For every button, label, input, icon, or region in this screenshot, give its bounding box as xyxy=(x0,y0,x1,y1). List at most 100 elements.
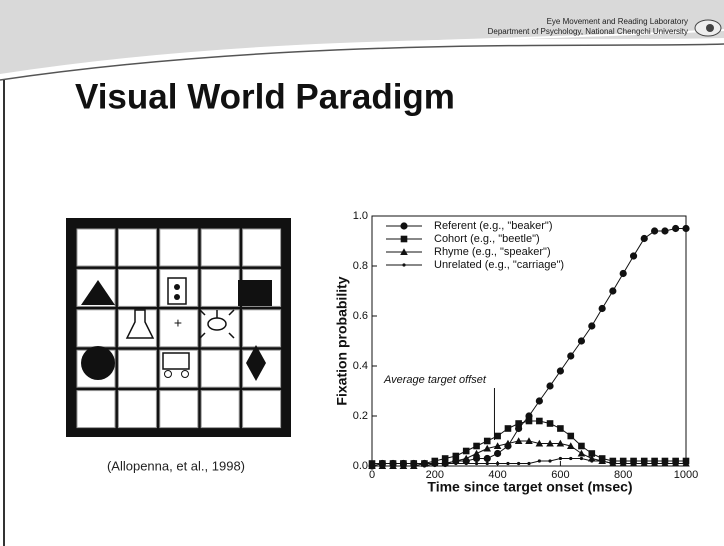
grid-cell xyxy=(118,350,156,387)
grid-cell xyxy=(160,391,198,428)
marker xyxy=(684,462,687,465)
x-tick-label: 0 xyxy=(369,469,375,481)
grid-cell xyxy=(118,269,156,306)
grid-cell xyxy=(243,229,281,266)
marker xyxy=(484,455,491,462)
marker xyxy=(567,433,574,440)
marker xyxy=(484,438,491,445)
x-tick-label: 200 xyxy=(426,469,444,481)
grid-cell xyxy=(160,229,198,266)
grid-cell xyxy=(201,350,239,387)
department: Department of Psychology, National Cheng… xyxy=(488,27,688,36)
grid-cell xyxy=(77,229,115,266)
y-tick-label: 0.8 xyxy=(353,260,368,272)
slide-title: Visual World Paradigm xyxy=(75,77,455,116)
marker xyxy=(381,464,384,467)
legend-marker xyxy=(401,236,408,243)
legend-marker xyxy=(402,263,405,266)
marker xyxy=(412,464,415,467)
marker xyxy=(496,462,499,465)
grid-cell xyxy=(201,391,239,428)
eye-logo xyxy=(695,20,721,36)
grid-cell xyxy=(201,229,239,266)
marker xyxy=(578,337,585,344)
marker xyxy=(526,418,533,425)
marker xyxy=(548,459,551,462)
x-tick-label: 400 xyxy=(488,469,506,481)
marker xyxy=(506,462,509,465)
marker xyxy=(444,462,447,465)
marker xyxy=(402,464,405,467)
marker xyxy=(536,418,543,425)
legend-label: Rhyme (e.g., "speaker") xyxy=(434,246,551,258)
marker xyxy=(505,425,512,432)
marker xyxy=(547,420,554,427)
marker xyxy=(622,462,625,465)
marker xyxy=(569,457,572,460)
marker xyxy=(601,459,604,462)
marker xyxy=(599,305,606,312)
marker xyxy=(611,462,614,465)
x-tick-label: 800 xyxy=(614,469,632,481)
marker xyxy=(517,462,520,465)
y-tick-label: 0.6 xyxy=(353,310,368,322)
marker xyxy=(536,397,543,404)
y-tick-label: 1.0 xyxy=(353,210,368,222)
marker xyxy=(391,464,394,467)
figure-caption: (Allopenna, et al., 1998) xyxy=(107,458,245,473)
marker xyxy=(674,462,677,465)
svg-text:+: + xyxy=(174,315,182,331)
marker xyxy=(527,462,530,465)
legend-label: Unrelated (e.g., "carriage") xyxy=(434,259,564,271)
marker xyxy=(609,287,616,294)
marker xyxy=(682,225,689,232)
marker xyxy=(580,457,583,460)
marker xyxy=(370,464,373,467)
grid-cell xyxy=(201,269,239,306)
y-axis-label: Fixation probability xyxy=(334,276,350,405)
marker xyxy=(651,227,658,234)
grid-cell xyxy=(118,391,156,428)
legend-marker xyxy=(400,222,407,229)
marker xyxy=(559,457,562,460)
marker xyxy=(423,464,426,467)
grid-cell xyxy=(77,310,115,347)
legend-label: Cohort (e.g., "beetle") xyxy=(434,233,540,245)
marker xyxy=(475,462,478,465)
marker xyxy=(473,443,480,450)
marker xyxy=(661,227,668,234)
marker xyxy=(672,225,679,232)
marker xyxy=(590,459,593,462)
marker xyxy=(486,462,489,465)
grid-cell xyxy=(243,310,281,347)
marker xyxy=(463,448,470,455)
marker xyxy=(546,382,553,389)
y-tick-label: 0.4 xyxy=(353,360,368,372)
marker xyxy=(494,433,501,440)
marker xyxy=(578,443,585,450)
marker xyxy=(632,462,635,465)
grid-cell xyxy=(118,229,156,266)
marker xyxy=(588,322,595,329)
grid-cell xyxy=(243,391,281,428)
annotation: Average target offset xyxy=(383,374,487,386)
x-tick-label: 600 xyxy=(551,469,569,481)
marker xyxy=(557,425,564,432)
slide: Eye Movement and Reading Laboratory Depa… xyxy=(0,0,724,546)
marker xyxy=(433,462,436,465)
y-tick-label: 0.0 xyxy=(353,460,368,472)
x-axis-label: Time since target onset (msec) xyxy=(427,479,632,495)
marker xyxy=(515,420,522,427)
marker xyxy=(494,450,501,457)
marker xyxy=(620,270,627,277)
marker xyxy=(454,462,457,465)
lab-name: Eye Movement and Reading Laboratory xyxy=(547,17,688,26)
marker xyxy=(465,462,468,465)
marker xyxy=(653,462,656,465)
marker xyxy=(557,367,564,374)
legend-label: Referent (e.g., "beaker") xyxy=(434,220,552,232)
display-figure: + xyxy=(66,218,291,437)
marker xyxy=(643,462,646,465)
grid-cell xyxy=(77,391,115,428)
marker xyxy=(630,252,637,259)
